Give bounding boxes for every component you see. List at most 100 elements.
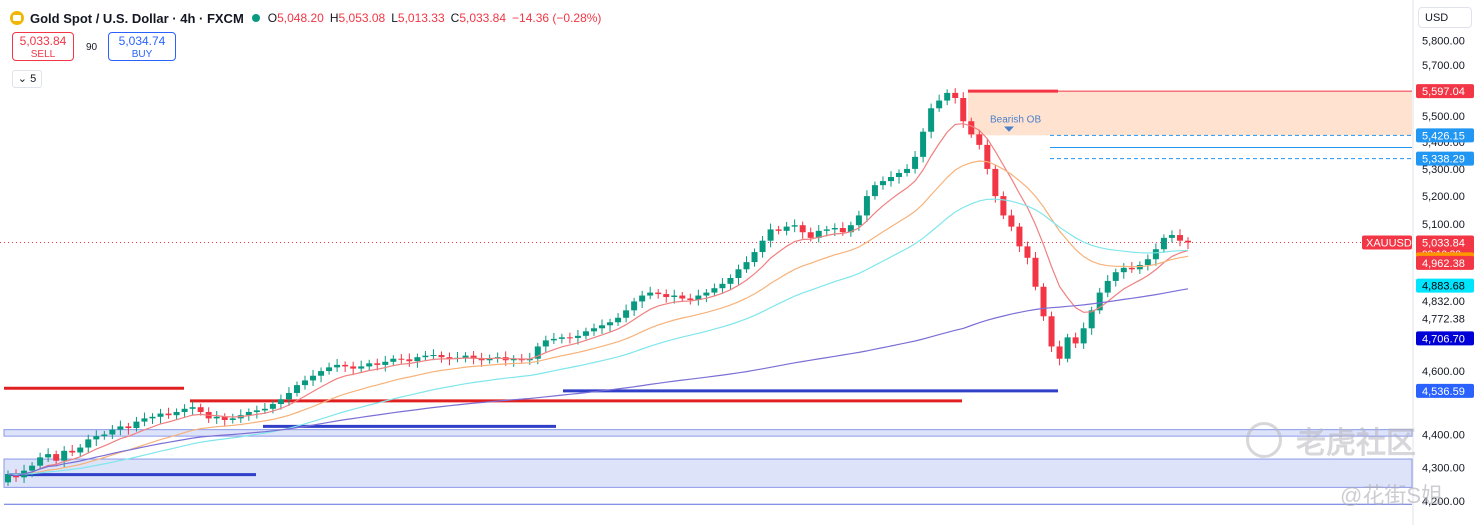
candle-body [558, 337, 565, 339]
candle-body [117, 426, 124, 430]
candle-body [1120, 267, 1127, 273]
open-label: O [267, 11, 278, 25]
candle-body [334, 364, 341, 368]
candle-body [936, 100, 943, 109]
price-tag-label: 4,706.70 [1422, 333, 1465, 345]
candle-body [1040, 286, 1047, 317]
candle-body [944, 92, 951, 101]
candle-body [767, 229, 774, 241]
close-label: C [450, 11, 460, 25]
candle-body [197, 407, 204, 412]
candle-body [615, 317, 622, 323]
candle-body [679, 295, 686, 299]
candle-body [807, 232, 814, 238]
candle-body [566, 337, 573, 339]
spread-value: 90 [86, 42, 98, 53]
candle-body [968, 121, 975, 135]
ma-medium-line [7, 160, 1189, 475]
candle-body [93, 436, 100, 440]
candle-body [727, 277, 734, 284]
candle-body [791, 225, 798, 227]
candle-body [438, 355, 445, 358]
candle-body [631, 301, 638, 311]
candle-body [847, 225, 854, 233]
candle-body [350, 366, 357, 369]
price-tick-label: 5,200.00 [1422, 191, 1465, 203]
candle-body [582, 331, 589, 336]
candle-body [879, 181, 886, 186]
candle-body [470, 355, 477, 359]
price-tag-bg [1416, 255, 1474, 270]
sell-label: SELL [30, 49, 56, 60]
candle-body [743, 262, 750, 270]
candle-body [663, 294, 670, 298]
candle-body [1064, 337, 1071, 359]
candle-body [542, 340, 549, 347]
candle-body [53, 454, 60, 461]
candle-body [382, 361, 389, 365]
currency-select[interactable]: USD [1418, 7, 1472, 28]
price-tag-label: 4,883.68 [1422, 281, 1465, 293]
candle-body [823, 229, 830, 231]
price-tick-label: 5,100.00 [1422, 219, 1465, 231]
author-watermark: @花街S姐 [1340, 483, 1444, 508]
candle-body [904, 168, 911, 173]
candle-body [486, 358, 493, 361]
indicators-toggle[interactable]: ⌄ 5 [12, 70, 42, 88]
price-tag-label: 4,536.59 [1422, 386, 1465, 398]
price-tick-label: 4,832.00 [1422, 296, 1465, 308]
candle-body [1088, 310, 1095, 329]
candle-body [358, 366, 365, 369]
candle-body [173, 411, 180, 416]
candle-body [775, 229, 782, 231]
price-tick-label: 5,300.00 [1422, 164, 1465, 176]
candle-body [181, 408, 188, 412]
candle-body [1136, 264, 1143, 270]
candle-body [1072, 337, 1079, 344]
market-open-icon [251, 14, 260, 22]
buy-price: 5,034.74 [118, 34, 166, 48]
price-tag-label: 5,338.29 [1422, 154, 1465, 166]
candle-body [189, 407, 196, 409]
candle-body [77, 447, 84, 453]
candle-body [534, 346, 541, 359]
candle-body [422, 355, 429, 358]
ma-fast-line [7, 123, 1189, 476]
buy-button[interactable]: 5,034.74 BUY [108, 32, 176, 61]
price-tick-label: 5,800.00 [1422, 35, 1465, 47]
price-tag-label: 5,033.84 [1422, 237, 1465, 249]
brand-watermark: 老虎社区 [1246, 418, 1416, 462]
candle-body [815, 230, 822, 238]
candle-body [1185, 240, 1191, 243]
candle-body [245, 411, 252, 416]
candle-body [229, 418, 236, 420]
candle-body [912, 156, 919, 169]
close-value: 5,033.84 [459, 11, 507, 25]
candle-body [671, 295, 678, 298]
price-tag-bg [1416, 331, 1474, 346]
symbol-title[interactable]: Gold Spot / U.S. Dollar · 4h · FXCM [30, 10, 244, 26]
price-tag-bg [1416, 278, 1474, 293]
annotation-marker-icon [1004, 126, 1014, 132]
candle-body [69, 450, 76, 453]
brand-logo-icon [1246, 422, 1282, 458]
currency-value: USD [1425, 12, 1449, 24]
low-value: 5,013.33 [397, 11, 445, 25]
price-tick-label: 4,600.00 [1422, 366, 1465, 378]
ma-long-line [7, 288, 1189, 477]
sell-button[interactable]: 5,033.84 SELL [12, 32, 74, 61]
candle-body [952, 92, 959, 98]
candle-body [855, 215, 862, 226]
candle-body [647, 292, 654, 296]
candle-body [277, 399, 284, 405]
candle-body [85, 439, 92, 448]
candle-body [374, 363, 381, 365]
price-tag-bg [1416, 151, 1474, 166]
bearish-ob-annotation: Bearish OB [990, 115, 1041, 126]
candle-body [574, 335, 581, 338]
candles [5, 88, 1191, 486]
price-tick-label: 4,400.00 [1422, 430, 1465, 442]
candle-body [221, 416, 228, 420]
candle-body [799, 225, 806, 233]
